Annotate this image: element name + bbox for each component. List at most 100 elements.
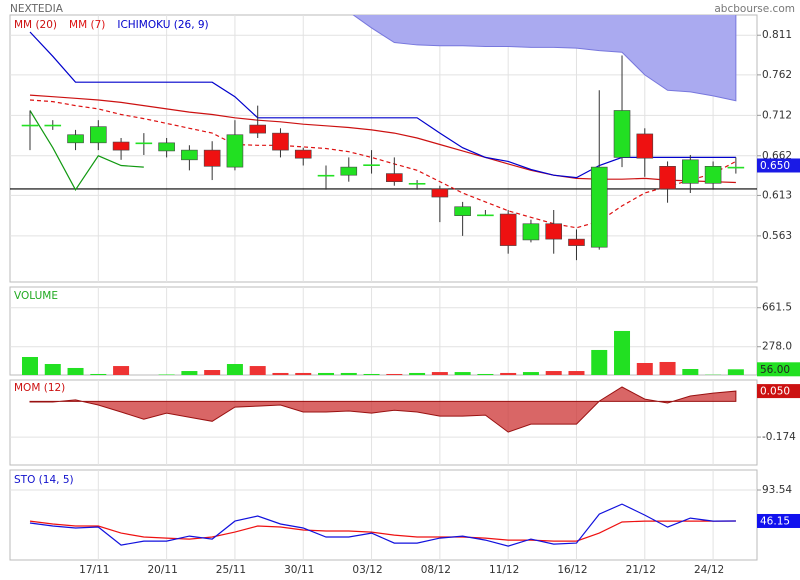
volume-bar bbox=[181, 371, 198, 375]
x-tick-label: 17/11 bbox=[79, 564, 109, 576]
y-tick-label: 0.613 bbox=[762, 189, 792, 201]
indicator-line bbox=[29, 99, 737, 229]
last-value-label: 0.050 bbox=[760, 386, 790, 398]
candle-body bbox=[67, 134, 84, 144]
candle-body bbox=[249, 124, 266, 134]
x-tick-label: 30/11 bbox=[284, 564, 314, 576]
candle-body bbox=[499, 213, 517, 246]
candle-body bbox=[545, 223, 563, 240]
candle-body bbox=[363, 164, 380, 166]
volume-bar bbox=[272, 372, 289, 375]
momentum-area bbox=[29, 386, 737, 433]
stochastic-line bbox=[29, 503, 736, 547]
volume-bar bbox=[363, 373, 380, 375]
x-tick-label: 16/12 bbox=[557, 564, 587, 576]
volume-bar bbox=[113, 366, 130, 375]
candle-body bbox=[568, 238, 585, 246]
y-tick-label: 278.0 bbox=[762, 341, 792, 353]
indicator-line bbox=[29, 31, 736, 179]
candle-body bbox=[386, 173, 403, 182]
candle-body bbox=[294, 149, 312, 159]
volume-bar bbox=[431, 372, 448, 375]
volume-bar bbox=[591, 349, 608, 375]
volume-bar bbox=[659, 361, 676, 375]
last-value-box bbox=[757, 384, 800, 399]
volume-bar bbox=[477, 373, 494, 375]
candle-body bbox=[272, 132, 289, 151]
candle-body bbox=[727, 166, 745, 169]
last-value-label: 46.15 bbox=[760, 515, 790, 527]
volume-bar bbox=[727, 369, 744, 375]
candle-body bbox=[21, 124, 39, 127]
y-tick-label: -0.174 bbox=[762, 431, 796, 443]
candle-body bbox=[181, 149, 198, 161]
volume-bar bbox=[545, 371, 562, 375]
candle-body bbox=[90, 126, 107, 144]
volume-bar bbox=[386, 373, 403, 375]
candle-body bbox=[135, 142, 153, 145]
panel-frame bbox=[9, 379, 758, 466]
last-value-label: 56.00 bbox=[760, 364, 790, 376]
y-tick-label: 93.54 bbox=[762, 484, 792, 496]
volume-bar bbox=[614, 330, 631, 375]
candle-body bbox=[408, 182, 426, 185]
volume-bar bbox=[295, 372, 312, 375]
volume-bar bbox=[568, 371, 585, 375]
last-value-box bbox=[757, 362, 800, 377]
candle-body bbox=[704, 166, 722, 184]
volume-bar bbox=[44, 364, 61, 375]
candle-body bbox=[682, 159, 699, 184]
candle-body bbox=[659, 166, 676, 190]
last-value-box bbox=[757, 158, 800, 173]
candle-body bbox=[44, 124, 62, 127]
legend-entry: MM (7) bbox=[69, 19, 105, 31]
last-value-label: 0.650 bbox=[760, 160, 790, 172]
candle-body bbox=[203, 149, 221, 167]
panel-title: MOM (12) bbox=[14, 382, 65, 394]
candle-body bbox=[522, 223, 540, 241]
legend-entry: MM (20) bbox=[14, 19, 57, 31]
plot-area bbox=[10, 15, 757, 261]
volume-bar bbox=[682, 368, 699, 375]
volume-bar bbox=[318, 372, 335, 375]
y-tick-label: 0.811 bbox=[762, 29, 792, 41]
source: abcbourse.com bbox=[714, 3, 795, 15]
volume-bar bbox=[454, 372, 471, 375]
candle-body bbox=[636, 133, 654, 159]
candle-body bbox=[112, 141, 130, 151]
volume-bar bbox=[67, 367, 84, 375]
panel-title: VOLUME bbox=[14, 290, 58, 302]
x-tick-label: 24/12 bbox=[694, 564, 724, 576]
y-tick-label: 0.563 bbox=[762, 230, 792, 242]
candle-body bbox=[477, 214, 494, 217]
volume-bar bbox=[522, 372, 539, 375]
x-tick-label: 21/12 bbox=[626, 564, 656, 576]
volume-bar bbox=[22, 356, 38, 375]
volume-bar bbox=[340, 372, 357, 375]
last-value-box bbox=[757, 513, 800, 528]
legend-entry: ICHIMOKU (26, 9) bbox=[117, 19, 208, 31]
candle-body bbox=[158, 142, 175, 152]
candle-body bbox=[454, 206, 471, 216]
panel-title: STO (14, 5) bbox=[14, 474, 74, 486]
volume-bar bbox=[500, 372, 517, 375]
symbol: NEXTEDIA bbox=[10, 3, 64, 15]
panel-frame bbox=[9, 286, 758, 376]
volume-bar bbox=[90, 373, 107, 375]
volume-bar bbox=[409, 372, 426, 375]
y-tick-label: 0.712 bbox=[762, 109, 792, 121]
candle-body bbox=[226, 134, 244, 168]
y-tick-label: 0.762 bbox=[762, 69, 792, 81]
signal-line bbox=[29, 520, 736, 542]
x-tick-label: 25/11 bbox=[216, 564, 246, 576]
x-tick-label: 03/12 bbox=[352, 564, 382, 576]
volume-bar bbox=[226, 364, 243, 375]
lagging-line bbox=[29, 110, 144, 191]
candle-body bbox=[431, 188, 449, 198]
volume-bar bbox=[158, 374, 175, 375]
candle-body bbox=[317, 174, 335, 177]
candle-body bbox=[613, 110, 631, 158]
candle-body bbox=[340, 166, 358, 176]
